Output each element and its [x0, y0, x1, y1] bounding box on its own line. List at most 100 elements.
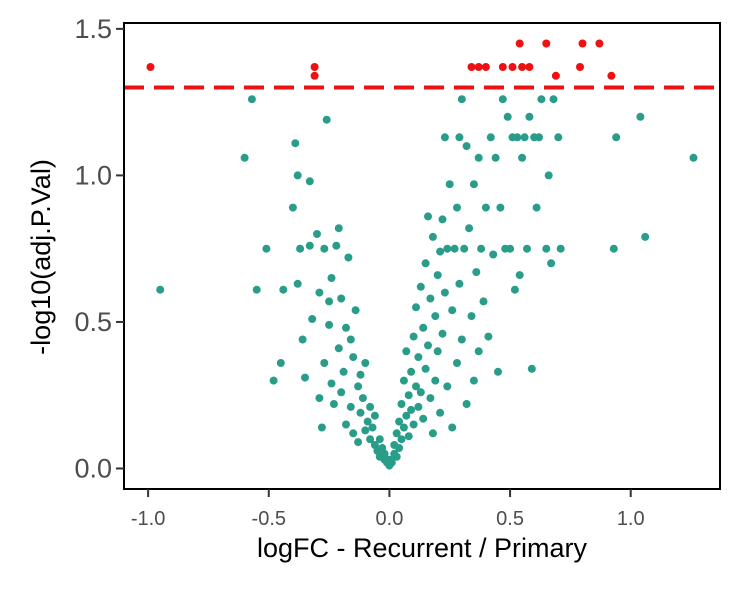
plot-panel-border: [123, 22, 721, 490]
data-point: [431, 376, 440, 385]
data-point: [361, 359, 370, 367]
data-point: [325, 320, 334, 329]
data-point: [305, 241, 314, 250]
data-point: [510, 285, 519, 294]
x-tick-label: 0.5: [496, 508, 524, 530]
data-point: [327, 379, 336, 388]
data-point: [421, 259, 430, 268]
significant-point: [607, 71, 616, 80]
data-point: [296, 244, 305, 253]
significant-point: [508, 63, 517, 71]
data-point: [455, 279, 464, 288]
significant-point: [515, 39, 524, 48]
y-axis-ticks: 0.0 0.5 1.0 1.5: [74, 14, 124, 483]
data-point: [351, 306, 360, 315]
data-point: [443, 382, 452, 391]
data-point: [481, 203, 490, 212]
data-point: [457, 335, 466, 344]
significant-point: [146, 63, 155, 71]
data-point: [433, 347, 442, 356]
data-point: [438, 215, 447, 224]
data-point: [453, 203, 461, 212]
data-point: [392, 452, 401, 461]
data-point: [486, 133, 495, 142]
significant-point: [525, 63, 534, 71]
data-point: [247, 95, 256, 104]
data-point: [460, 244, 469, 253]
data-point: [320, 244, 329, 253]
data-point: [414, 402, 423, 411]
data-point: [440, 288, 449, 297]
data-point: [288, 203, 297, 212]
data-point: [419, 323, 428, 332]
data-point: [462, 142, 471, 151]
data-point: [361, 426, 370, 435]
data-point: [416, 282, 425, 291]
data-point: [346, 335, 355, 344]
data-point: [404, 391, 413, 400]
data-point: [412, 303, 420, 312]
y-tick-label: 0.0: [74, 453, 112, 483]
data-point: [325, 297, 334, 306]
data-point: [337, 294, 346, 303]
data-point: [426, 394, 435, 403]
x-axis-title: logFC - Recurrent / Primary: [257, 533, 588, 563]
data-point: [320, 359, 329, 367]
data-point: [375, 435, 384, 444]
data-point: [337, 388, 346, 397]
data-point: [344, 253, 353, 262]
data-point: [474, 347, 483, 356]
data-point: [397, 400, 406, 408]
data-point: [354, 438, 363, 447]
data-point: [293, 279, 302, 288]
data-point: [327, 274, 336, 282]
data-point: [315, 394, 324, 403]
data-point: [329, 400, 338, 408]
data-point: [520, 133, 529, 142]
data-point: [469, 180, 478, 189]
data-point: [315, 288, 324, 297]
data-point: [414, 353, 423, 362]
x-tick-label: 0.0: [376, 508, 404, 530]
data-point: [298, 335, 307, 344]
data-point: [269, 376, 278, 385]
data-point: [518, 153, 527, 162]
data-point: [498, 95, 507, 104]
data-point: [308, 315, 317, 323]
data-point: [419, 414, 428, 423]
data-point: [462, 400, 471, 408]
data-point: [609, 244, 618, 253]
data-point: [313, 230, 321, 238]
data-point: [402, 347, 411, 356]
data-point: [455, 133, 464, 142]
data-point: [440, 133, 449, 142]
data-point: [399, 423, 408, 432]
data-point: [477, 244, 486, 253]
data-point: [544, 171, 553, 180]
data-point: [407, 367, 416, 376]
data-point: [356, 408, 365, 417]
data-point: [407, 405, 416, 414]
data-point: [349, 429, 358, 438]
data-point: [395, 417, 404, 426]
data-point: [380, 449, 389, 458]
data-point: [433, 271, 442, 280]
data-point: [532, 203, 541, 212]
data-point: [450, 244, 459, 253]
y-tick-label: 1.0: [74, 160, 112, 190]
data-point: [416, 388, 425, 397]
y-tick-label: 1.5: [74, 14, 112, 44]
data-point: [322, 115, 331, 124]
significant-point: [310, 63, 319, 71]
x-tick-label: -1.0: [131, 508, 165, 530]
data-point: [354, 382, 363, 391]
data-point: [537, 95, 546, 104]
data-point: [513, 133, 522, 142]
data-point: [366, 402, 375, 411]
data-point: [404, 432, 413, 441]
significant-point: [467, 63, 476, 71]
data-point: [392, 429, 401, 438]
significant-point: [578, 39, 587, 48]
data-point: [436, 247, 445, 256]
data-point: [252, 285, 261, 294]
